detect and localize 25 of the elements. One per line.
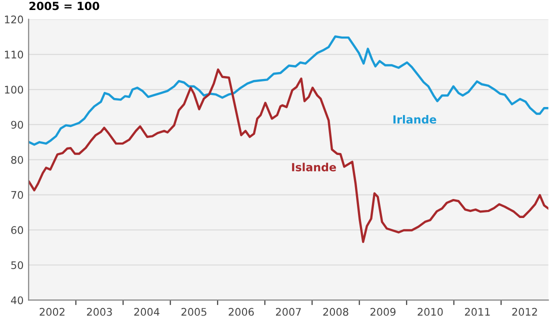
x-tick-label: 2005	[181, 308, 206, 316]
x-tick-label: 2011	[464, 308, 490, 316]
x-tick-label: 2006	[228, 308, 254, 316]
y-axis-title: 2005 = 100	[29, 2, 100, 10]
y-tick-label: 70	[11, 191, 24, 199]
y-tick-label: 90	[11, 120, 24, 129]
x-tick-label: 2004	[134, 308, 160, 316]
line-series	[28, 35, 548, 146]
y-tick-label: 100	[5, 86, 24, 94]
x-tick-label: 2002	[40, 308, 64, 316]
y-tick-label: 80	[11, 156, 24, 164]
y-tick-label: 40	[10, 296, 24, 304]
series-label: Islande	[292, 162, 336, 172]
y-tick-label: 60	[11, 226, 24, 234]
x-tick-label: 2007	[276, 308, 301, 316]
line-series	[28, 68, 548, 243]
y-tick-label: 110	[5, 50, 24, 59]
x-tick-label: 2010	[418, 308, 443, 316]
series-label: Irlande	[393, 115, 436, 124]
y-tick-label: 120	[5, 16, 24, 24]
x-tick-label: 2009	[370, 308, 396, 316]
x-tick-label: 2003	[86, 308, 112, 316]
x-tick-label: 2012	[512, 308, 537, 316]
y-tick-label: 50	[11, 261, 24, 270]
x-tick-label: 2008	[323, 308, 348, 316]
